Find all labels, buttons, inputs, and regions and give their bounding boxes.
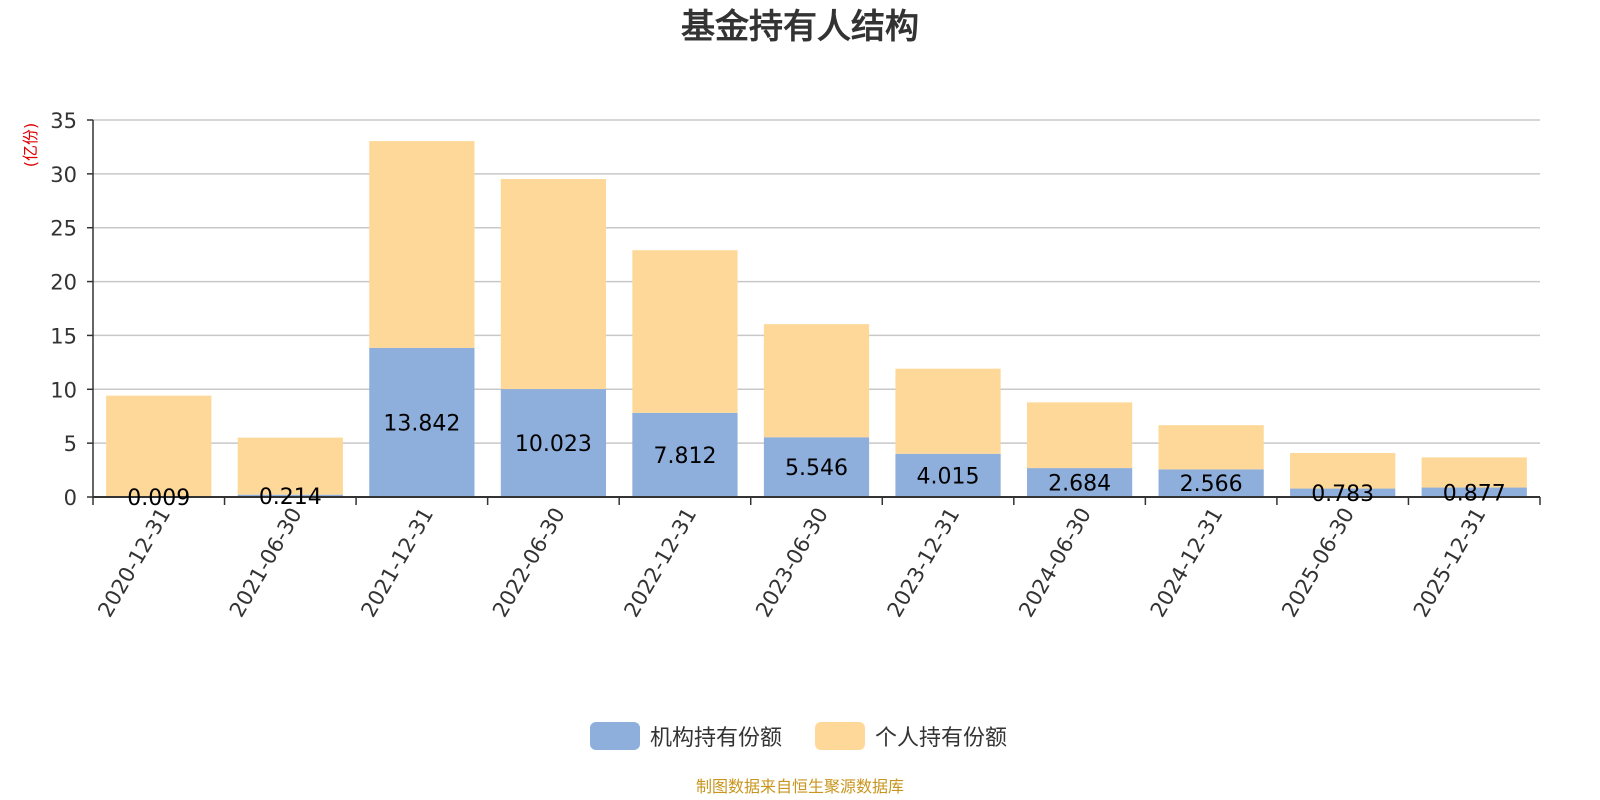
data-label: 5.546 [785, 456, 848, 481]
bar-individual [369, 141, 475, 348]
y-tick-label: 5 [64, 432, 77, 456]
data-label: 0.214 [259, 485, 322, 510]
x-tick-label: 2024-12-31 [1146, 504, 1228, 622]
legend-label: 个人持有份额 [875, 726, 1007, 751]
bar-individual [1026, 402, 1133, 469]
bar-institutional [1158, 469, 1264, 497]
bar-institutional [895, 453, 1001, 497]
bar-institutional [369, 347, 475, 497]
data-label: 0.783 [1311, 482, 1374, 507]
bar-individual [632, 250, 738, 413]
bar-individual [500, 178, 607, 390]
y-tick-label: 30 [50, 163, 77, 187]
x-tick-label: 2023-12-31 [883, 504, 965, 622]
y-axis-tick-labels: 0 5 10 15 20 25 30 35 [50, 109, 77, 510]
bar-individual [763, 324, 870, 438]
bar-institutional [500, 389, 607, 497]
y-tick-label: 15 [50, 324, 77, 348]
bar-institutional [763, 437, 870, 497]
legend-label: 机构持有份额 [650, 726, 782, 751]
x-tick-label: 2024-06-30 [1014, 504, 1096, 622]
y-axis-unit-label: (亿份) [21, 123, 40, 168]
data-label: 2.684 [1048, 472, 1111, 497]
x-tick-label: 2023-06-30 [751, 504, 833, 622]
bar-individual [106, 395, 212, 497]
x-tick-label: 2021-06-30 [225, 504, 307, 622]
bar-institutional [1290, 488, 1396, 497]
bar-individual [1158, 425, 1264, 470]
chart-title: 基金持有人结构 [681, 7, 919, 47]
y-tick-label: 20 [50, 271, 77, 295]
data-label: 0.877 [1443, 481, 1506, 506]
data-labels: 0.009 0.214 13.842 10.023 7.812 5.546 4.015 2.6… [127, 411, 1505, 511]
data-label: 2.566 [1180, 472, 1243, 497]
legend-swatch [590, 722, 640, 750]
bar-individual [1290, 453, 1396, 489]
x-tick-label: 2020-12-31 [93, 504, 175, 622]
data-label: 13.842 [383, 411, 460, 436]
data-label: 10.023 [515, 432, 592, 457]
data-label: 7.812 [653, 444, 716, 469]
legend-swatch [815, 722, 865, 750]
bar-institutional [1026, 468, 1133, 497]
x-tick-label: 2025-12-31 [1409, 504, 1491, 622]
y-tick-label: 0 [64, 486, 77, 510]
y-tick-label: 10 [50, 378, 77, 402]
x-tick-label: 2022-12-31 [619, 504, 701, 622]
data-source-note: 制图数据来自恒生聚源数据库 [696, 777, 904, 796]
bar-individual [895, 368, 1001, 454]
bar-institutional [237, 494, 343, 497]
bars [106, 141, 1527, 497]
bar-individual [237, 437, 343, 495]
x-axis-tick-labels: 2020-12-31 2021-06-30 2021-12-31 2022-06-30… [93, 504, 1490, 622]
legend: 机构持有份额 个人持有份额 [590, 722, 1007, 751]
y-tick-label: 35 [50, 109, 77, 133]
data-label: 4.015 [917, 464, 980, 489]
bar-individual [1421, 457, 1527, 488]
x-tick-label: 2025-06-30 [1277, 504, 1359, 622]
axes [87, 119, 1541, 505]
bar-institutional [632, 412, 738, 497]
x-tick-label: 2021-12-31 [356, 504, 438, 622]
data-label: 0.009 [127, 486, 190, 511]
bar-institutional [1421, 487, 1527, 497]
x-tick-label: 2022-06-30 [488, 504, 570, 622]
y-tick-label: 25 [50, 217, 77, 241]
